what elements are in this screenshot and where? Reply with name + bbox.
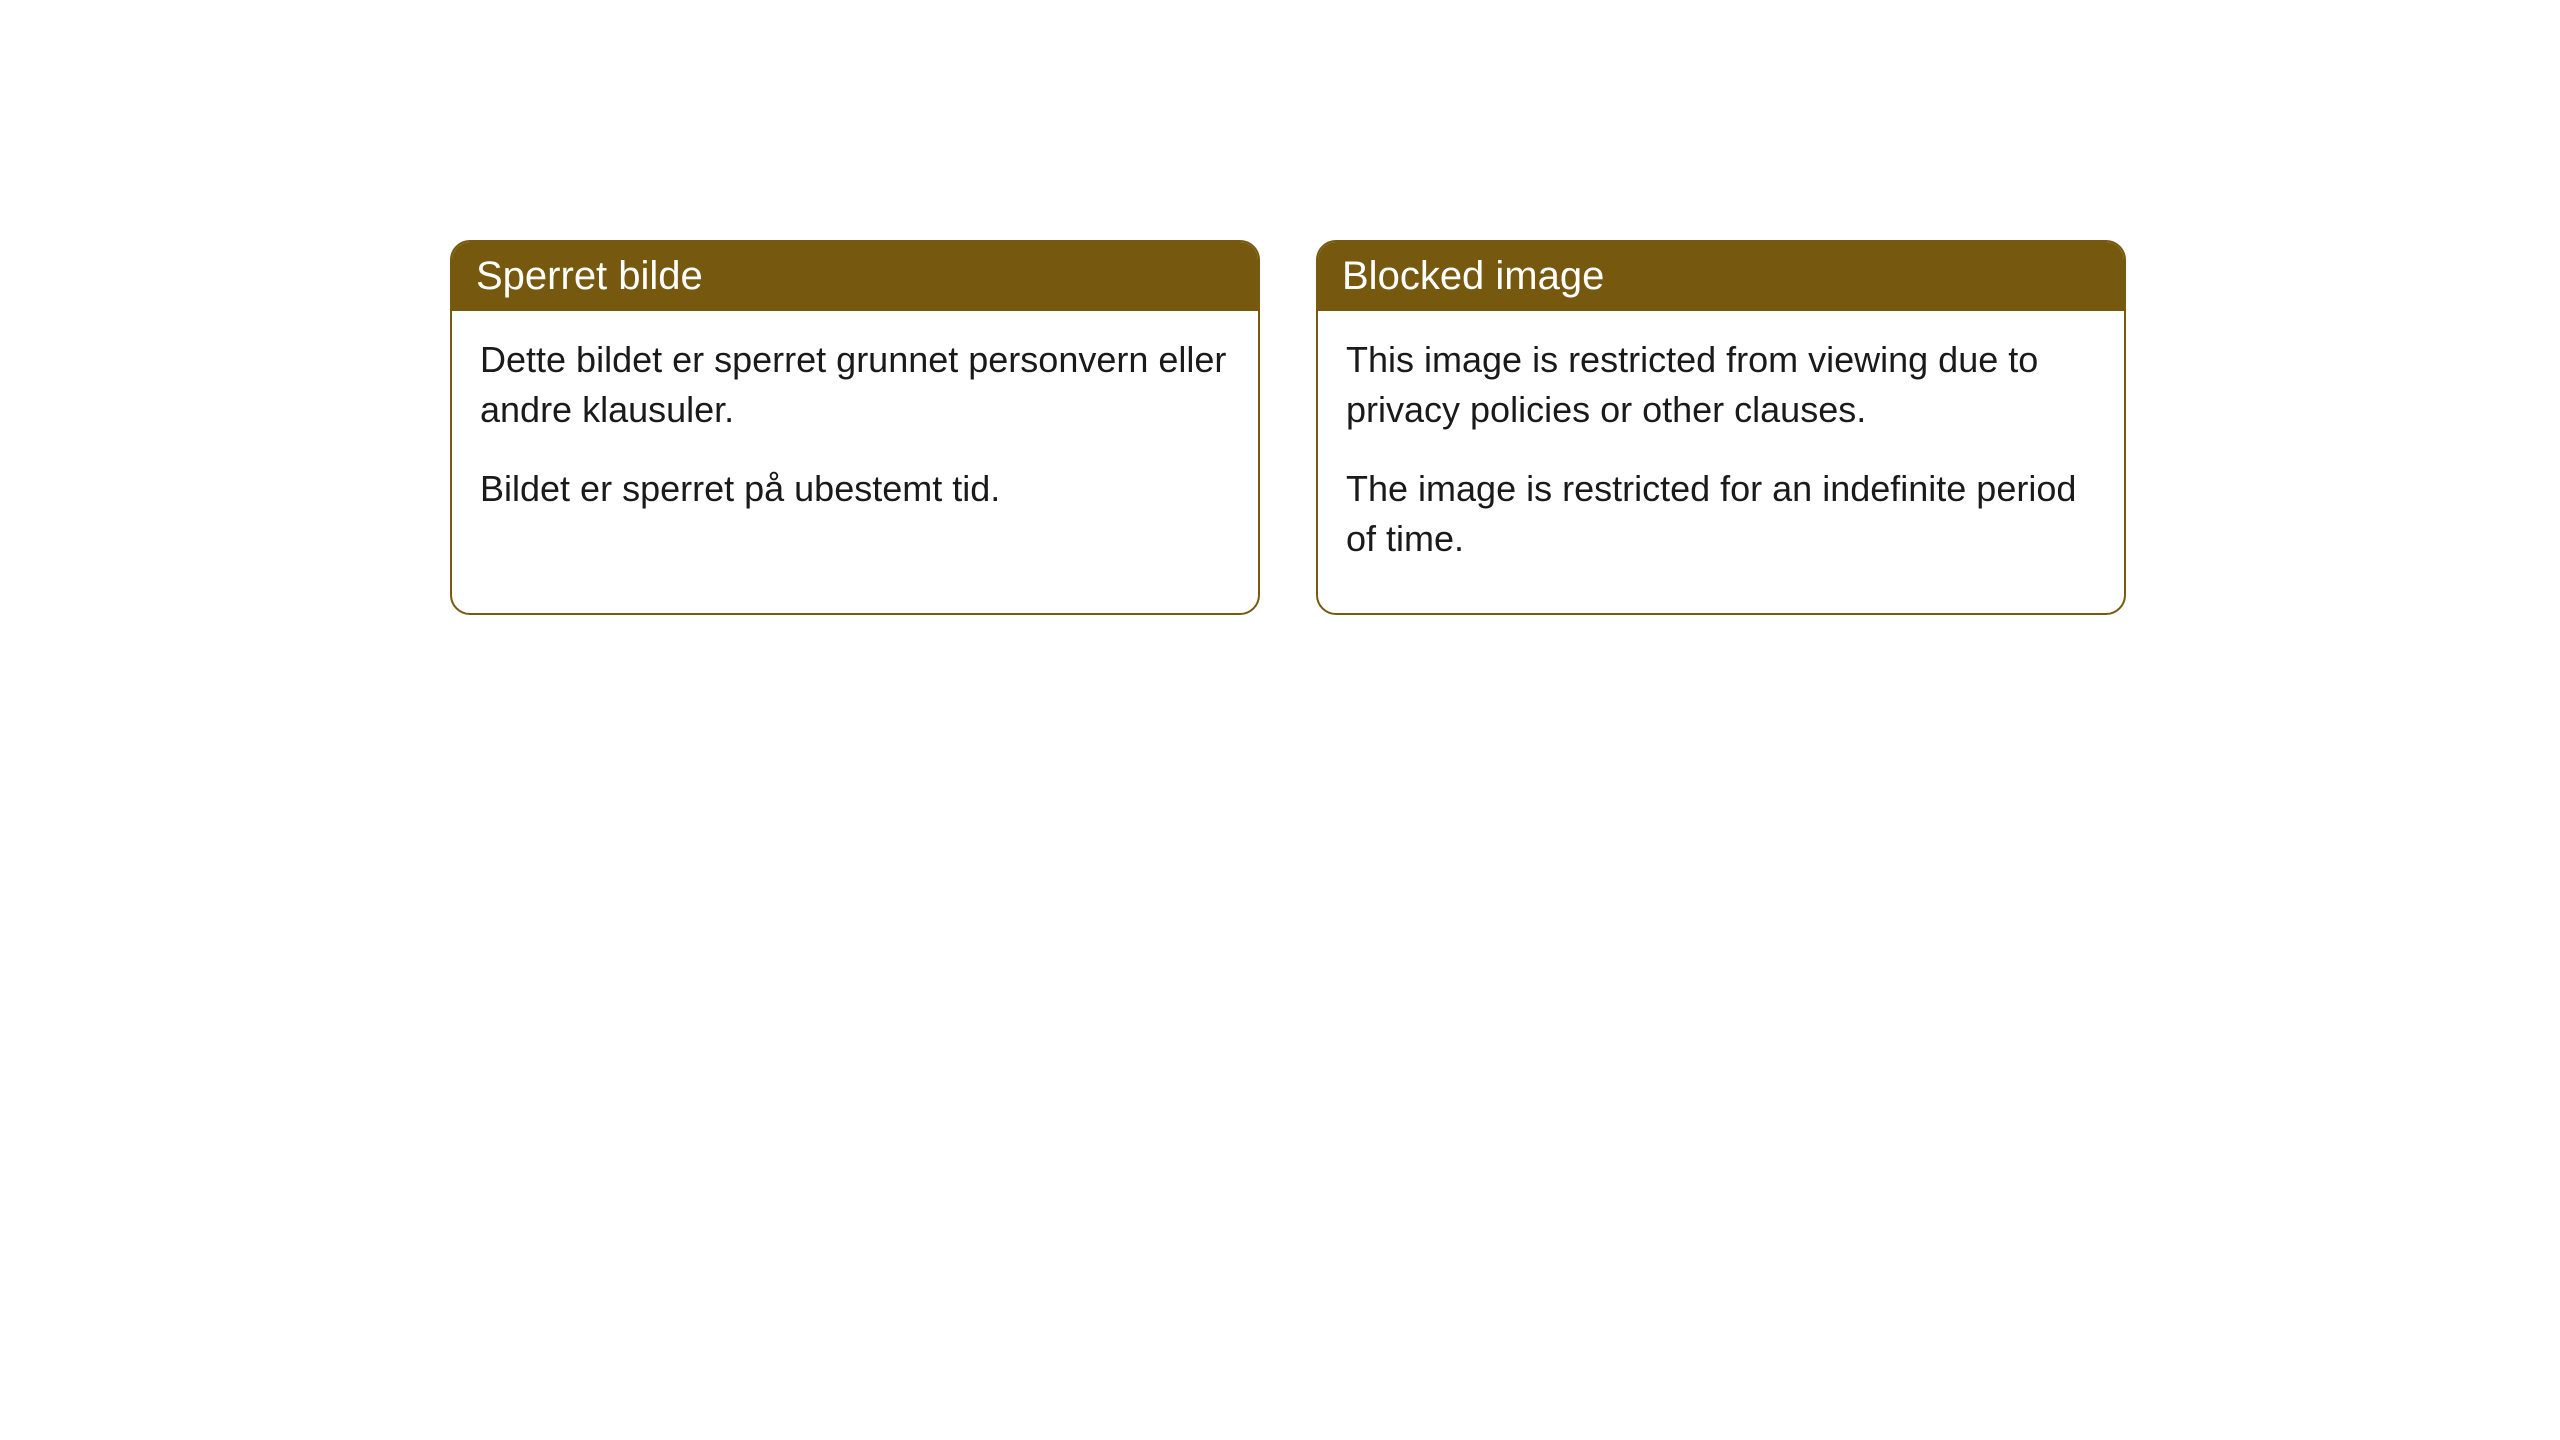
card-paragraph: The image is restricted for an indefinit… — [1346, 464, 2096, 565]
card-paragraph: Dette bildet er sperret grunnet personve… — [480, 335, 1230, 436]
blocked-image-card-english: Blocked image This image is restricted f… — [1316, 240, 2126, 615]
card-title-norwegian: Sperret bilde — [452, 242, 1258, 311]
blocked-image-card-norwegian: Sperret bilde Dette bildet er sperret gr… — [450, 240, 1260, 615]
cards-container: Sperret bilde Dette bildet er sperret gr… — [450, 240, 2126, 615]
card-paragraph: Bildet er sperret på ubestemt tid. — [480, 464, 1230, 514]
card-body-english: This image is restricted from viewing du… — [1318, 311, 2124, 613]
card-title-english: Blocked image — [1318, 242, 2124, 311]
card-paragraph: This image is restricted from viewing du… — [1346, 335, 2096, 436]
card-body-norwegian: Dette bildet er sperret grunnet personve… — [452, 311, 1258, 562]
